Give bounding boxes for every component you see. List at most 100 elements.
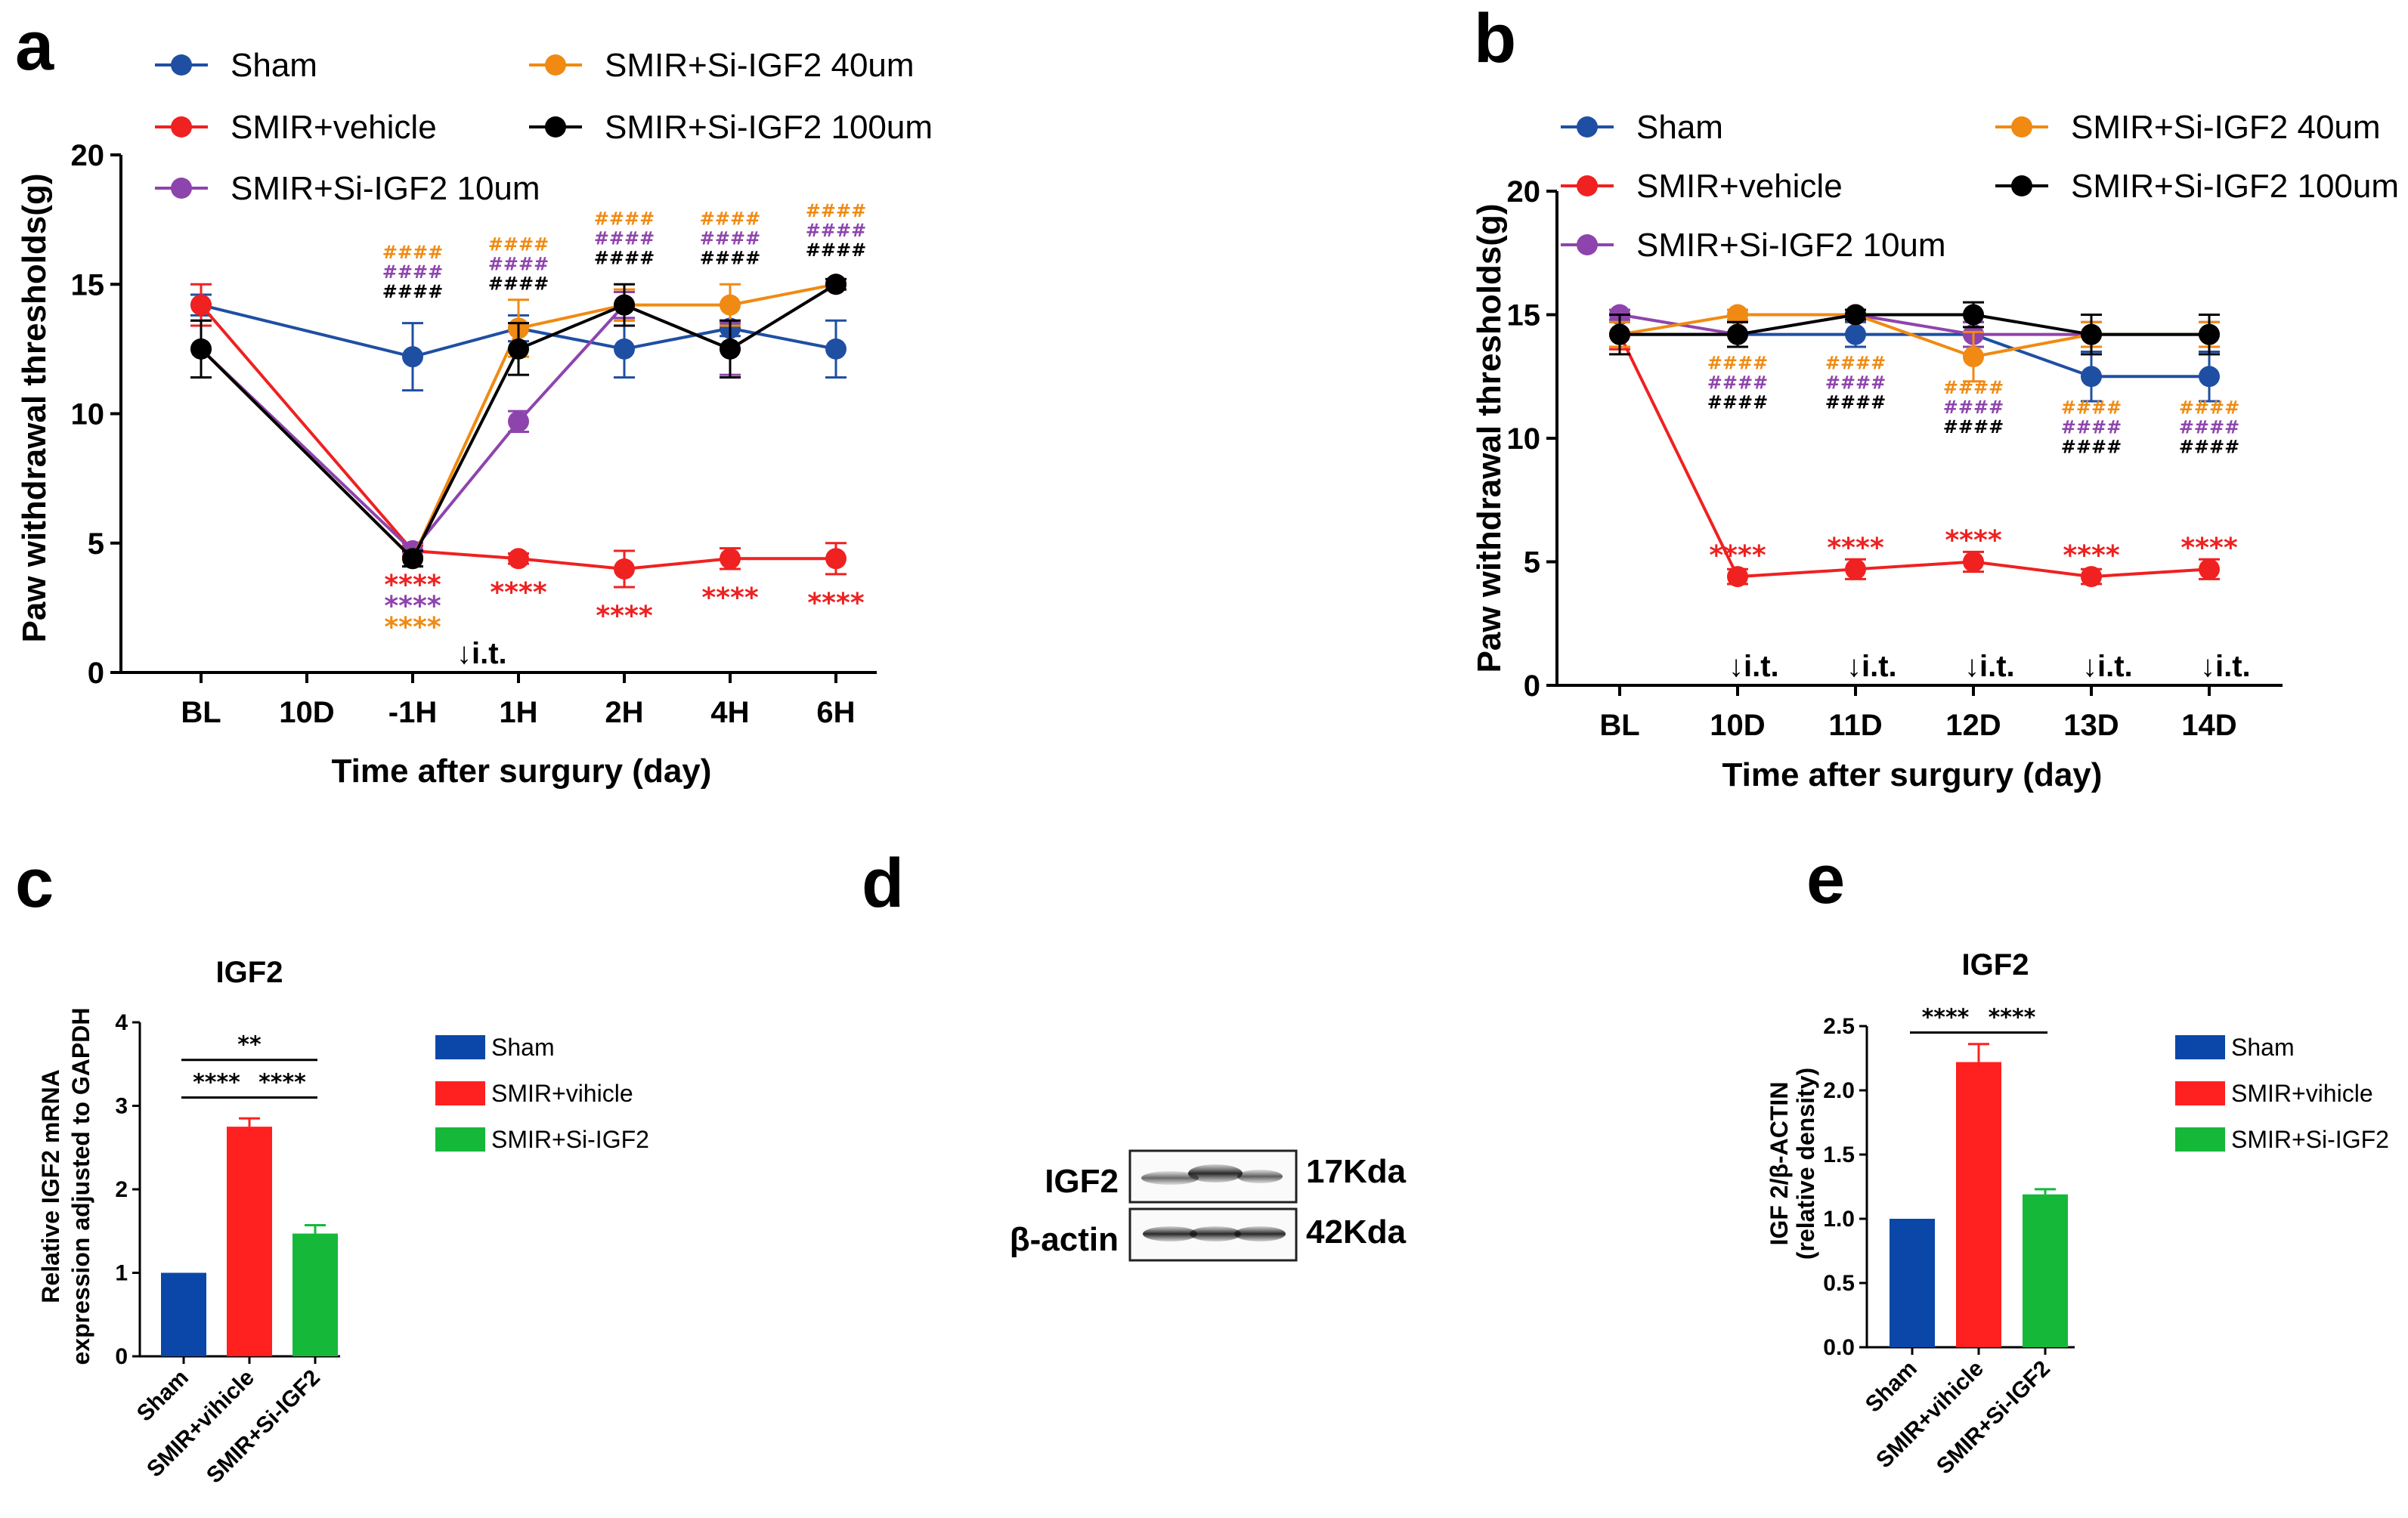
significance-hash-a: #### (382, 261, 443, 283)
chart-b-xtick-label: BL (1599, 709, 1639, 742)
significance-hash-b: #### (2179, 436, 2239, 457)
significance-hash-b: #### (1943, 416, 2004, 437)
chart-panel-c: IGF2 0 1 2 3 4 Sham SMIR+vihicle SMIR+Si-IGF2 *… (37, 956, 649, 1489)
chart-e-title: IGF2 (1962, 948, 2029, 982)
chart-a-ytick-label: 20 (71, 139, 105, 172)
legend-marker-b (1577, 116, 1598, 138)
chart-c-ylabel-line2: expression adjusted to GAPDH (67, 1008, 94, 1365)
significance-label-e: **** (1989, 1005, 2036, 1031)
data-point-b-1 (2199, 558, 2220, 580)
chart-b-ytick-label: 10 (1507, 422, 1541, 456)
chart-panel-e: IGF2 0.00.51.01.52.02.5ShamSMIR+vihicleS… (1766, 948, 2389, 1479)
data-point-b-3 (1727, 304, 1748, 326)
data-point-a-1 (190, 294, 212, 316)
significance-hash-b: #### (2061, 416, 2122, 437)
chart-b-xtick-label: 11D (1828, 709, 1882, 742)
legend-label-a: SMIR+Si-IGF2 10um (231, 170, 540, 207)
data-point-a-0 (825, 338, 847, 360)
series-line-b-4 (1620, 313, 2209, 336)
panel-letter-c: c (15, 845, 54, 922)
bar-c-2 (292, 1233, 338, 1356)
legend-label-b: SMIR+Si-IGF2 10um (1636, 227, 1946, 264)
significance-hash-a: #### (488, 274, 549, 295)
chart-c-xtick-label: SMIR+Si-IGF2 (202, 1365, 325, 1489)
significance-star-a: **** (490, 577, 546, 608)
legend-label-c: Sham (491, 1034, 555, 1061)
significance-hash-b: #### (1825, 352, 1886, 373)
significance-hash-b: #### (1943, 397, 2004, 418)
chart-e-ytick-label: 2.0 (1823, 1078, 1855, 1103)
significance-star-a: **** (807, 588, 864, 619)
significance-hash-a: #### (806, 200, 866, 221)
legend-label-a: SMIR+Si-IGF2 40um (605, 47, 915, 84)
chart-e-ylabel-line2: (relative density) (1792, 1068, 1819, 1260)
significance-hash-b: #### (1707, 352, 1768, 373)
blot-band-igf2-sham (1141, 1171, 1199, 1185)
legend-swatch-c (435, 1127, 485, 1152)
chart-c-ytick-label: 0 (115, 1344, 128, 1369)
data-point-a-4 (825, 274, 847, 295)
significance-hash-a: #### (594, 247, 655, 268)
data-point-a-4 (720, 338, 741, 360)
chart-panel-b: Sham SMIR+vehicle SMIR+Si-IGF2 10um SMIR+Si… (1471, 109, 2399, 793)
significance-star-b: **** (1709, 540, 1766, 571)
panel-letter-b: b (1474, 0, 1516, 77)
panel-letter-d: d (862, 845, 904, 922)
significance-star-a: **** (384, 612, 441, 643)
western-blot-panel: IGF2 β-actin 17Kda 42Kda (1010, 1149, 1407, 1262)
legend-label-e: SMIR+Si-IGF2 (2231, 1126, 2389, 1153)
chart-c-legend: Sham SMIR+vihicle SMIR+Si-IGF2 (435, 1034, 649, 1153)
legend-label-c: SMIR+vihicle (491, 1080, 633, 1107)
chart-e-bars (1890, 1043, 2068, 1347)
data-point-b-4 (1609, 323, 1630, 345)
data-point-b-4 (1727, 323, 1748, 345)
chart-panel-a: Sham SMIR+vehicle SMIR+Si-IGF2 10um SMIR+Si… (16, 47, 933, 790)
legend-marker-b (1577, 175, 1598, 196)
significance-hash-b: #### (2179, 397, 2239, 418)
legend-marker-a (171, 178, 192, 199)
chart-b-ytick-label: 20 (1507, 175, 1541, 209)
significance-hash-b: #### (2061, 397, 2122, 418)
blot-band-igf2-si (1237, 1170, 1283, 1183)
legend-marker-a (171, 54, 192, 76)
data-point-b-0 (2199, 366, 2220, 388)
significance-hash-b: #### (1825, 391, 1886, 413)
chart-a-ytick-label: 10 (71, 398, 105, 431)
chart-e-ytick-label: 0.5 (1823, 1271, 1855, 1296)
panel-letter-a: a (15, 8, 54, 85)
chart-b-ytick-label: 15 (1507, 299, 1541, 332)
chart-b-ytick-label: 5 (1524, 546, 1540, 580)
bar-c-1 (227, 1127, 272, 1356)
significance-hash-a: #### (382, 242, 443, 263)
chart-c-ytick-label: 1 (115, 1261, 128, 1286)
legend-swatch-e (2175, 1035, 2225, 1059)
it-marker-a: ↓i.t. (457, 637, 507, 670)
data-point-a-0 (614, 338, 635, 360)
significance-hash-a: #### (488, 234, 549, 255)
bar-e-2 (2023, 1194, 2068, 1347)
chart-e-ytick-label: 1.5 (1823, 1142, 1855, 1167)
it-marker-b: ↓i.t. (2082, 650, 2133, 683)
chart-e-xtick-label: SMIR+Si-IGF2 (1932, 1356, 2055, 1479)
chart-b-ylabel: Paw withdrawal thresholds(g) (1471, 204, 1508, 673)
it-marker-b: ↓i.t. (1729, 650, 1779, 683)
legend-label-a: Sham (231, 47, 317, 84)
it-marker-b: ↓i.t. (1846, 650, 1897, 683)
series-line-a-0 (200, 303, 837, 359)
chart-e-ylabel-line1: IGF 2/β-ACTIN (1766, 1082, 1793, 1246)
chart-a-ylabel: Paw withdrawal thresholds(g) (16, 174, 53, 643)
legend-label-e: SMIR+vihicle (2231, 1080, 2373, 1107)
legend-swatch-e (2175, 1081, 2225, 1105)
it-marker-b: ↓i.t. (2200, 650, 2251, 683)
series-line-b-2 (1619, 313, 2209, 336)
significance-hash-b: #### (1707, 391, 1768, 413)
chart-e-legend: Sham SMIR+vihicle SMIR+Si-IGF2 (2175, 1034, 2389, 1153)
chart-b-ytick-label: 0 (1524, 669, 1540, 703)
chart-b-annotations: ########################################… (1707, 352, 2251, 683)
legend-marker-b (1577, 234, 1598, 255)
data-point-a-4 (614, 294, 635, 316)
bar-e-0 (1890, 1219, 1935, 1347)
chart-b-xtick-label: 10D (1710, 709, 1765, 742)
legend-label-e: Sham (2231, 1034, 2295, 1061)
legend-label-a: SMIR+Si-IGF2 100um (605, 109, 933, 146)
